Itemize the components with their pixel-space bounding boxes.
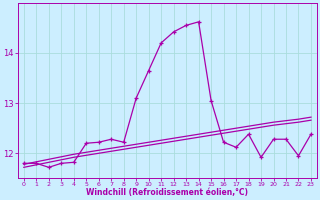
X-axis label: Windchill (Refroidissement éolien,°C): Windchill (Refroidissement éolien,°C) xyxy=(86,188,248,197)
